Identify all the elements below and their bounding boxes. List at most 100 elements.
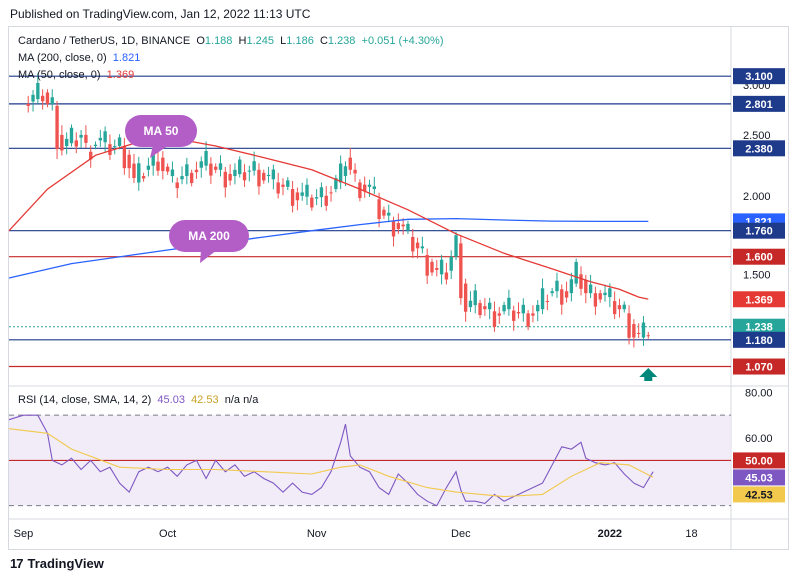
- candle-body: [108, 144, 112, 156]
- candle-body: [579, 274, 583, 289]
- price-label-box: [733, 222, 785, 239]
- candle-body: [468, 300, 473, 308]
- x-tick-label: Oct: [159, 528, 176, 540]
- x-tick-label: Sep: [14, 528, 34, 540]
- candle-body: [185, 164, 189, 177]
- candle-body: [141, 176, 146, 179]
- price-label-hline-red: 1.600: [745, 252, 773, 264]
- price-label-box: [733, 95, 785, 112]
- candle-body: [26, 103, 30, 106]
- candle-body: [238, 159, 242, 175]
- candle-body: [310, 197, 314, 208]
- candle-body: [204, 150, 208, 166]
- candle-body: [286, 180, 290, 187]
- ma200-line: [8, 217, 649, 279]
- candle-body: [271, 169, 276, 180]
- candle-body: [584, 279, 588, 294]
- candle-body: [492, 311, 497, 327]
- candle-body: [425, 255, 429, 276]
- candle-body: [305, 184, 309, 197]
- rsi-tick-label: 60.00: [745, 433, 773, 445]
- candle-body: [367, 184, 372, 187]
- candle-body: [569, 279, 574, 294]
- candle-body: [199, 161, 203, 168]
- candle-body: [343, 166, 348, 177]
- candle-body: [612, 301, 617, 315]
- candle-body: [218, 163, 223, 170]
- ma50-value: 1.369: [106, 69, 135, 81]
- candle-body: [439, 259, 444, 275]
- close-label: C: [319, 35, 328, 47]
- candle-body: [430, 261, 434, 273]
- rsi-mid-box: [733, 452, 785, 469]
- candle-body: [560, 289, 564, 305]
- price-label-box: [733, 291, 785, 308]
- open-label: O: [196, 35, 205, 47]
- candle-body: [622, 304, 626, 310]
- high-value: 1.245: [246, 35, 275, 47]
- candle-body: [646, 335, 650, 337]
- candle-body: [353, 169, 357, 174]
- candle-body: [617, 305, 622, 310]
- candle-body: [242, 172, 247, 181]
- ma200-callout[interactable]: [169, 220, 249, 252]
- main-legend: Cardano / TetherUS, 1D, BINANCE O1.188 H…: [18, 35, 444, 47]
- candle-body: [473, 290, 477, 306]
- price-tick-label: 2.000: [743, 191, 771, 203]
- ma50-legend: MA (50, close, 0) 1.369: [18, 69, 134, 81]
- candle-body: [463, 283, 468, 312]
- candle-body: [459, 243, 463, 299]
- rsi-value: 45.03: [157, 394, 185, 406]
- price-label-box: [733, 358, 785, 375]
- candle-body: [603, 292, 607, 296]
- candle-body: [632, 324, 636, 338]
- candle-body: [50, 97, 54, 104]
- price-tick-label: 1.500: [743, 269, 771, 281]
- candle-body: [348, 157, 352, 170]
- ma50-callout-label: MA 50: [144, 124, 179, 138]
- candle-body: [338, 163, 343, 183]
- price-label-box: [733, 318, 785, 335]
- ma50-callout-pointer: [150, 145, 169, 158]
- candle-body: [36, 82, 40, 100]
- candle-body: [372, 186, 376, 190]
- ma50-callout[interactable]: [125, 115, 197, 147]
- rsi-legend: RSI (14, close, SMA, 14, 2) 45.03 42.53 …: [18, 394, 258, 406]
- price-label-hline-blue: 1.180: [745, 335, 773, 347]
- ma50-line: [8, 136, 649, 300]
- candle-body: [319, 187, 324, 198]
- price-label-last: 1.238: [745, 322, 773, 334]
- candle-body: [180, 176, 184, 180]
- candle-body: [454, 235, 458, 257]
- x-tick-label: Dec: [451, 528, 471, 540]
- footer-brand[interactable]: 17 TradingView: [10, 556, 104, 571]
- candle-body: [45, 92, 50, 104]
- candle-body: [233, 169, 237, 177]
- candle-body: [314, 197, 319, 199]
- ma200-label: MA (200, close, 0): [18, 52, 107, 64]
- ma200-value: 1.821: [112, 52, 141, 64]
- candle-body: [598, 293, 602, 300]
- candle-body: [170, 169, 175, 177]
- candle-body: [60, 134, 64, 151]
- price-tick-label: 2.500: [743, 130, 771, 142]
- ma200-callout-label: MA 200: [188, 229, 230, 243]
- candle-body: [165, 166, 170, 172]
- candle-body: [84, 134, 88, 143]
- candle-body: [69, 127, 74, 144]
- candle-body: [358, 182, 362, 199]
- candle-body: [189, 172, 194, 184]
- candle-body: [113, 146, 117, 148]
- candle-body: [483, 306, 487, 310]
- chart-frame[interactable]: [8, 26, 789, 550]
- high-label: H: [238, 35, 247, 47]
- candle-body: [281, 184, 285, 187]
- rsi-ma-last-label: 42.53: [745, 489, 773, 501]
- candle-body: [588, 284, 593, 294]
- candle-body: [137, 163, 141, 183]
- candle-body: [262, 172, 266, 181]
- up-arrow-icon: [639, 368, 658, 381]
- x-tick-label: 18: [685, 528, 697, 540]
- candle-body: [209, 163, 213, 176]
